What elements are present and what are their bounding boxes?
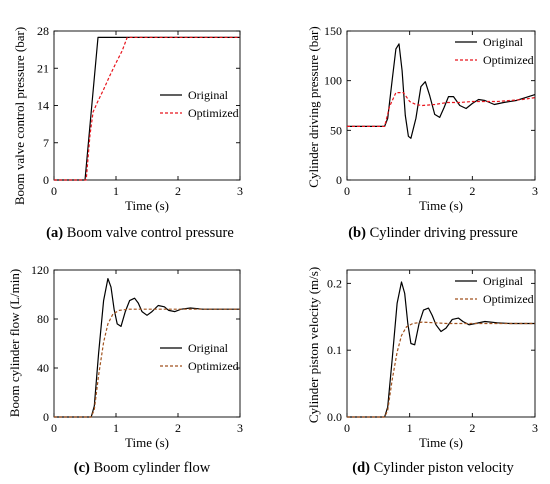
legend-label-original: Original [483, 274, 524, 288]
y-axis-label: Cylinder piston velocity (m/s) [306, 267, 321, 423]
panel-letter: (d) [352, 460, 370, 476]
x-tick-label: 3 [532, 184, 538, 198]
panel-caption-text: Boom cylinder flow [90, 460, 211, 476]
y-axis-label: Boom valve control pressure (bar) [12, 27, 27, 205]
legend-label-optimized: Optimized [188, 359, 239, 373]
x-tick-label: 3 [237, 421, 243, 435]
y-tick-label: 80 [37, 312, 49, 326]
panel-caption-text: Cylinder piston velocity [370, 460, 515, 476]
y-tick-label: 0.1 [327, 343, 342, 357]
x-tick-label: 0 [51, 421, 57, 435]
plot-frame [346, 269, 536, 418]
x-axis-label: Time (s) [125, 198, 169, 213]
plot-frame [53, 269, 241, 418]
x-axis-label: Time (s) [419, 198, 463, 213]
y-tick-label: 100 [324, 74, 342, 88]
x-tick-label: 3 [532, 421, 538, 435]
series-line-original [54, 278, 240, 418]
panel-caption: (d) Cylinder piston velocity [352, 460, 514, 476]
y-tick-label: 0 [336, 173, 342, 187]
legend-label-optimized: Optimized [483, 53, 534, 67]
panel-caption-text: Boom valve control pressure [63, 225, 234, 241]
y-tick-label: 40 [37, 361, 49, 375]
plot-frame [346, 30, 536, 181]
x-tick-label: 2 [175, 421, 181, 435]
series-line-original [347, 281, 535, 418]
panel-letter: (c) [74, 460, 90, 476]
panel-caption-text: Cylinder driving pressure [366, 225, 518, 241]
legend-label-optimized: Optimized [483, 292, 534, 306]
series-line-optimized [347, 321, 535, 418]
y-tick-label: 7 [43, 136, 49, 150]
y-tick-label: 28 [37, 24, 49, 38]
series-line-optimized [347, 91, 536, 128]
y-axis-label: Boom cylinder flow (L/min) [7, 269, 22, 417]
y-axis-label: Cylinder driving pressure (bar) [306, 26, 321, 187]
x-tick-label: 1 [407, 421, 413, 435]
y-tick-label: 21 [37, 61, 49, 75]
series-line-optimized [54, 36, 240, 181]
x-tick-label: 2 [175, 184, 181, 198]
x-tick-label: 3 [237, 184, 243, 198]
x-tick-label: 1 [113, 421, 119, 435]
x-tick-label: 0 [344, 421, 350, 435]
y-tick-label: 0.0 [327, 410, 342, 424]
legend-label-original: Original [188, 341, 229, 355]
panel-caption: (a) Boom valve control pressure [46, 225, 234, 241]
x-axis-label: Time (s) [419, 435, 463, 450]
chart-panel-4: 0 1 2 3 0.0 0.1 0.2 Original Optimized Time (s) Cy… [306, 267, 538, 476]
panel-caption: (b) Cylinder driving pressure [348, 225, 518, 241]
panel-caption: (c) Boom cylinder flow [74, 460, 211, 476]
x-tick-label: 1 [113, 184, 119, 198]
legend-label-optimized: Optimized [188, 106, 239, 120]
x-tick-label: 1 [407, 184, 413, 198]
x-axis-label: Time (s) [125, 435, 169, 450]
y-tick-label: 14 [37, 99, 49, 113]
legend-label-original: Original [483, 35, 524, 49]
x-tick-label: 0 [51, 184, 57, 198]
chart-panel-3: 0 1 2 3 0 40 80 120 Original Optimized Time (s) Boo… [7, 263, 243, 476]
panel-letter: (a) [46, 225, 63, 241]
chart-panel-1: 0 1 2 3 0 7 14 21 28 Original Optimized Time (s) Boo… [12, 24, 243, 241]
y-tick-label: 0 [43, 173, 49, 187]
legend-label-original: Original [188, 88, 229, 102]
y-tick-label: 120 [31, 263, 49, 277]
x-tick-label: 2 [469, 184, 475, 198]
chart-panel-2: 0 1 2 3 0 50 100 150 Original Optimized Time (s) Cy… [306, 24, 538, 241]
series-line-optimized [54, 308, 240, 418]
x-tick-label: 2 [469, 421, 475, 435]
y-tick-label: 0 [43, 410, 49, 424]
y-tick-label: 150 [324, 24, 342, 38]
panel-letter: (b) [348, 225, 366, 241]
x-tick-label: 0 [344, 184, 350, 198]
y-tick-label: 50 [330, 123, 342, 137]
y-tick-label: 0.2 [327, 276, 342, 290]
